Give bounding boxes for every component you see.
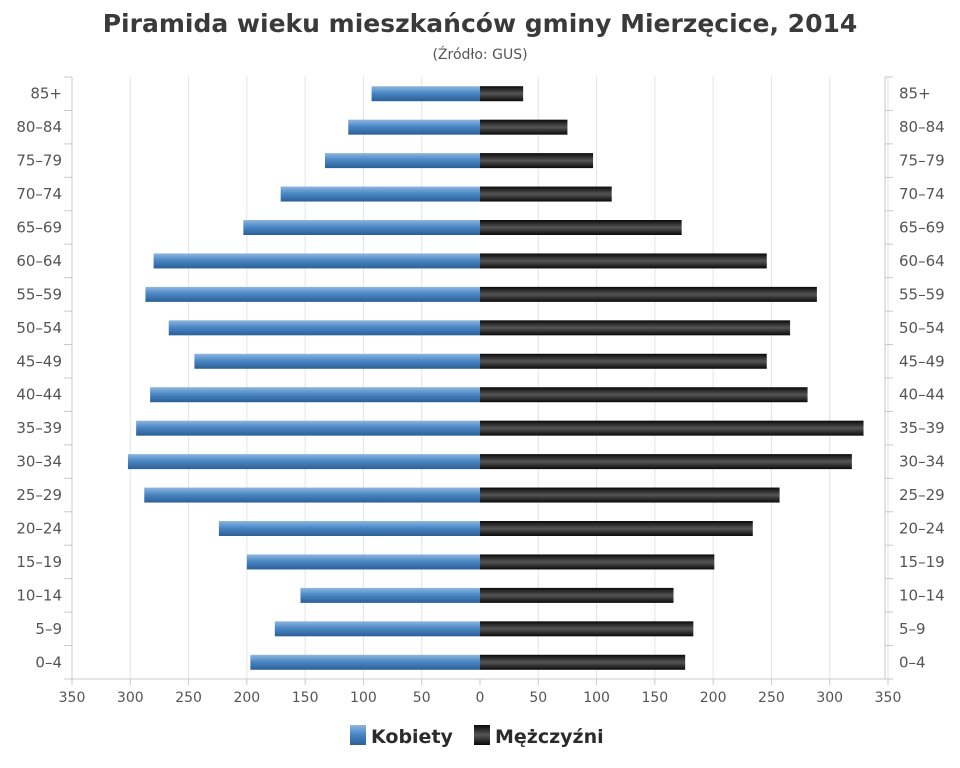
bar-male	[480, 587, 674, 603]
x-tick-label: 100	[583, 690, 610, 706]
x-tick-label: 50	[529, 690, 547, 706]
bar-female	[324, 153, 480, 169]
grid-layer	[64, 76, 893, 685]
bar-female	[274, 621, 480, 637]
category-label-left: 15–19	[16, 553, 62, 571]
category-label-left: 30–34	[16, 453, 62, 471]
category-label-right: 40–44	[899, 386, 945, 404]
category-label-left: 45–49	[16, 352, 62, 370]
category-label-right: 0–4	[899, 653, 926, 671]
category-label-right: 15–19	[899, 553, 945, 571]
bar-male	[480, 320, 791, 336]
bar-female	[127, 454, 480, 470]
x-tick-label: 150	[641, 690, 668, 706]
legend-swatch-female[interactable]	[350, 725, 366, 745]
bar-female	[150, 387, 481, 403]
category-label-right: 80–84	[899, 118, 945, 136]
bar-male	[480, 86, 524, 102]
bar-female	[243, 220, 480, 235]
category-label-right: 35–39	[899, 419, 945, 437]
category-label-right: 55–59	[899, 285, 945, 303]
x-tick-label: 200	[700, 690, 727, 706]
legend-label-female[interactable]: Kobiety	[371, 726, 454, 748]
legend-swatch-male[interactable]	[474, 725, 490, 745]
bar-male	[480, 286, 817, 302]
x-tick-label: 350	[59, 690, 86, 706]
x-tick-label: 250	[175, 690, 202, 706]
category-label-left: 35–39	[16, 419, 62, 437]
bar-female	[153, 253, 480, 269]
category-label-right: 10–14	[899, 586, 945, 604]
bar-male	[480, 119, 568, 135]
category-label-left: 60–64	[16, 252, 62, 270]
bar-male	[480, 420, 864, 436]
category-label-left: 85+	[30, 85, 62, 103]
x-tick-label: 300	[117, 690, 144, 706]
x-tick-label: 50	[413, 690, 431, 706]
bar-female	[348, 119, 480, 135]
category-label-left: 50–54	[16, 319, 62, 337]
bar-male	[480, 621, 694, 637]
category-label-left: 0–4	[35, 653, 62, 671]
bar-female	[250, 654, 480, 670]
bar-female	[218, 521, 480, 536]
category-label-left: 75–79	[16, 152, 62, 170]
category-label-right: 60–64	[899, 252, 945, 270]
category-label-right: 50–54	[899, 319, 945, 337]
bar-male	[480, 454, 852, 470]
category-label-left: 5–9	[35, 620, 62, 638]
chart-title: Piramida wieku mieszkańców gminy Mierzęc…	[103, 9, 858, 38]
category-label-right: 20–24	[899, 520, 945, 538]
x-tick-label: 350	[875, 690, 902, 706]
bar-female	[168, 320, 481, 336]
category-label-right: 70–74	[899, 185, 945, 203]
bar-male	[480, 521, 753, 536]
chart-subtitle: (Źródło: GUS)	[432, 45, 527, 63]
bar-female	[145, 286, 480, 302]
bar-male	[480, 554, 715, 570]
bar-male	[480, 654, 686, 670]
bar-female	[136, 420, 480, 436]
category-label-left: 55–59	[16, 285, 62, 303]
bar-female	[246, 554, 480, 570]
bar-female	[194, 353, 480, 369]
bar-male	[480, 220, 682, 235]
category-label-right: 25–29	[899, 486, 945, 504]
category-label-left: 80–84	[16, 118, 62, 136]
x-tick-label: 150	[292, 690, 319, 706]
category-label-left: 65–69	[16, 219, 62, 237]
bar-male	[480, 353, 767, 369]
bar-female	[144, 487, 480, 503]
category-label-right: 5–9	[899, 620, 926, 638]
category-label-right: 30–34	[899, 453, 945, 471]
category-label-left: 10–14	[16, 586, 62, 604]
bar-female	[300, 587, 480, 603]
category-label-right: 75–79	[899, 152, 945, 170]
category-label-right: 65–69	[899, 219, 945, 237]
category-label-right: 45–49	[899, 352, 945, 370]
bar-male	[480, 253, 767, 269]
legend[interactable]: Kobiety Mężczyźni	[350, 725, 604, 748]
bar-male	[480, 186, 612, 202]
bar-male	[480, 153, 594, 169]
x-tick-label: 250	[758, 690, 785, 706]
category-label-left: 25–29	[16, 486, 62, 504]
category-label-left: 40–44	[16, 386, 62, 404]
bar-male	[480, 487, 780, 503]
x-tick-label: 100	[350, 690, 377, 706]
labels-layer: 85+ 85+ 80–84 80–84 75–79 75–79 70–74 70–74 65–6…	[16, 85, 944, 706]
x-tick-label: 200	[233, 690, 260, 706]
bar-female	[280, 186, 480, 202]
bars-layer	[127, 86, 864, 670]
legend-label-male[interactable]: Mężczyźni	[495, 726, 604, 748]
bar-male	[480, 387, 808, 403]
category-label-right: 85+	[899, 85, 931, 103]
x-tick-label: 0	[476, 690, 485, 706]
category-label-left: 20–24	[16, 520, 62, 538]
category-label-left: 70–74	[16, 185, 62, 203]
x-tick-label: 300	[816, 690, 843, 706]
bar-female	[371, 86, 480, 102]
